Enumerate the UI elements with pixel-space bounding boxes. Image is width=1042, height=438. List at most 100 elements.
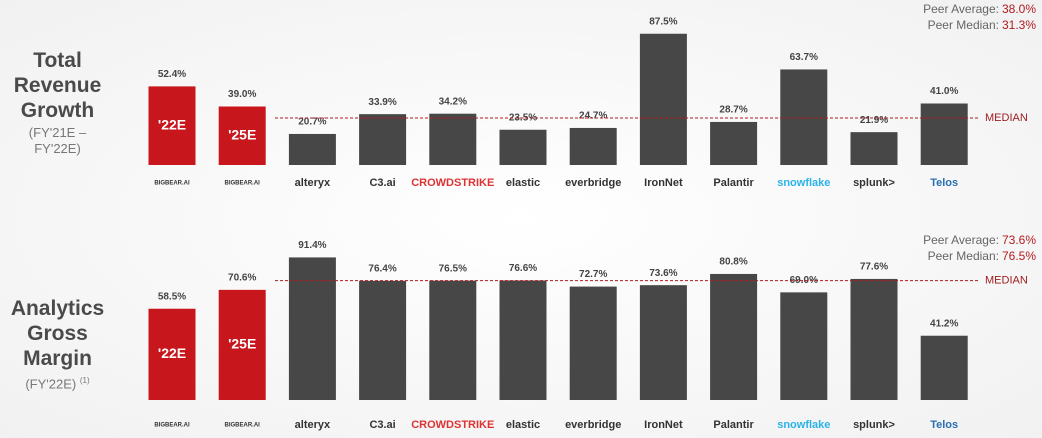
category-label: BIGBEAR.AI	[154, 423, 190, 429]
value-label: 77.6%	[860, 262, 888, 273]
value-label: 76.6%	[509, 263, 537, 274]
side-title: Analytics Gross Margin (FY'22E) (1)	[0, 296, 115, 392]
median-label: MEDIAN	[985, 275, 1028, 287]
category-label: IronNet	[644, 177, 683, 189]
category-label: C3.ai	[369, 419, 395, 431]
category-label: elastic	[506, 419, 540, 431]
category-label: BIGBEAR.AI	[154, 181, 190, 187]
bar	[218, 106, 266, 165]
category-label: Palantir	[713, 419, 754, 431]
peer-stat: Peer Average: 38.0%	[923, 2, 1036, 16]
bar	[569, 286, 617, 400]
bar	[639, 285, 687, 400]
value-label: 24.7%	[579, 111, 607, 122]
chart-subtitle-wrap: (FY'22E) (1)	[3, 373, 113, 392]
chart-subtitle: (FY'21E – FY'22E)	[28, 125, 87, 156]
bar-label: '25E	[228, 336, 256, 352]
bar	[148, 86, 196, 165]
peer-stat-label: Peer Median:	[928, 249, 999, 263]
value-label: 80.8%	[719, 257, 747, 268]
value-label: 41.2%	[930, 318, 958, 329]
value-label: 91.4%	[298, 240, 326, 251]
value-label: 72.7%	[579, 269, 607, 280]
bar	[850, 132, 898, 165]
value-label: 58.5%	[158, 291, 186, 302]
chart-subtitle: (FY'22E)	[25, 376, 77, 392]
category-label: IronNet	[644, 419, 683, 431]
category-label: splunk>	[853, 177, 895, 189]
value-label: 69.0%	[790, 275, 818, 286]
peer-stat-label: Peer Average:	[923, 2, 999, 16]
value-label: 39.0%	[228, 89, 256, 100]
category-label: splunk>	[853, 419, 895, 431]
value-label: 33.9%	[368, 97, 396, 108]
bar	[429, 113, 477, 165]
value-label: 23.5%	[509, 112, 537, 123]
value-label: 76.5%	[439, 263, 467, 274]
bar	[288, 257, 336, 400]
bar-label: '25E	[228, 126, 256, 142]
peer-stat: Peer Average: 73.6%	[923, 233, 1036, 247]
bar	[920, 335, 968, 400]
peer-stat: Peer Median: 31.3%	[928, 18, 1037, 32]
peer-stat-value: 73.6%	[1002, 233, 1036, 247]
value-label: 41.0%	[930, 86, 958, 97]
bar-label: '22E	[158, 116, 186, 132]
bar	[499, 129, 547, 165]
peer-stat-label: Peer Median:	[928, 18, 999, 32]
footnote: (1)	[79, 376, 90, 385]
peer-stat-value: 31.3%	[1002, 18, 1036, 32]
value-label: 28.7%	[719, 105, 747, 116]
bar	[920, 103, 968, 165]
category-label: everbridge	[565, 419, 621, 431]
chart-title: Analytics Gross Margin	[10, 297, 105, 370]
category-label: Telos	[930, 177, 958, 189]
peer-stat-label: Peer Average:	[923, 233, 999, 247]
value-label: 63.7%	[790, 52, 818, 63]
category-label: alteryx	[295, 419, 331, 431]
bar	[780, 69, 828, 165]
value-label: 87.5%	[649, 16, 677, 27]
bar	[850, 278, 898, 400]
bar	[429, 280, 477, 400]
value-label: 73.6%	[649, 268, 677, 279]
category-label: BIGBEAR.AI	[225, 423, 261, 429]
category-label: C3.ai	[369, 177, 395, 189]
value-label: 34.2%	[439, 96, 467, 107]
bar	[569, 127, 617, 165]
category-label: Palantir	[713, 177, 754, 189]
category-label: elastic	[506, 177, 540, 189]
category-label: BIGBEAR.AI	[225, 181, 261, 187]
bar	[710, 273, 758, 400]
value-label: 20.7%	[298, 117, 326, 128]
bar	[218, 289, 266, 400]
category-label: everbridge	[565, 177, 621, 189]
bar	[710, 121, 758, 165]
bar	[499, 280, 547, 400]
bar	[639, 33, 687, 165]
value-label: 76.4%	[368, 263, 396, 274]
peer-stat-value: 38.0%	[1002, 2, 1036, 16]
category-label: CROWDSTRIKE	[411, 177, 494, 189]
category-label: snowflake	[777, 177, 830, 189]
value-label: 52.4%	[158, 69, 186, 80]
bar	[359, 280, 407, 400]
value-label: 70.6%	[228, 273, 256, 284]
bar	[780, 292, 828, 400]
side-title: Total Revenue Growth (FY'21E – FY'22E)	[0, 48, 115, 157]
median-label: MEDIAN	[985, 112, 1028, 124]
chart-title: Total Revenue Growth	[13, 49, 102, 122]
peer-stat: Peer Median: 76.5%	[928, 249, 1037, 263]
category-label: snowflake	[777, 419, 830, 431]
category-label: alteryx	[295, 177, 331, 189]
bar	[148, 308, 196, 400]
category-label: CROWDSTRIKE	[411, 419, 494, 431]
bar-label: '22E	[158, 345, 186, 361]
peer-stat-value: 76.5%	[1002, 249, 1036, 263]
value-label: 21.9%	[860, 115, 888, 126]
category-label: Telos	[930, 419, 958, 431]
bar	[288, 133, 336, 165]
bar	[359, 114, 407, 165]
